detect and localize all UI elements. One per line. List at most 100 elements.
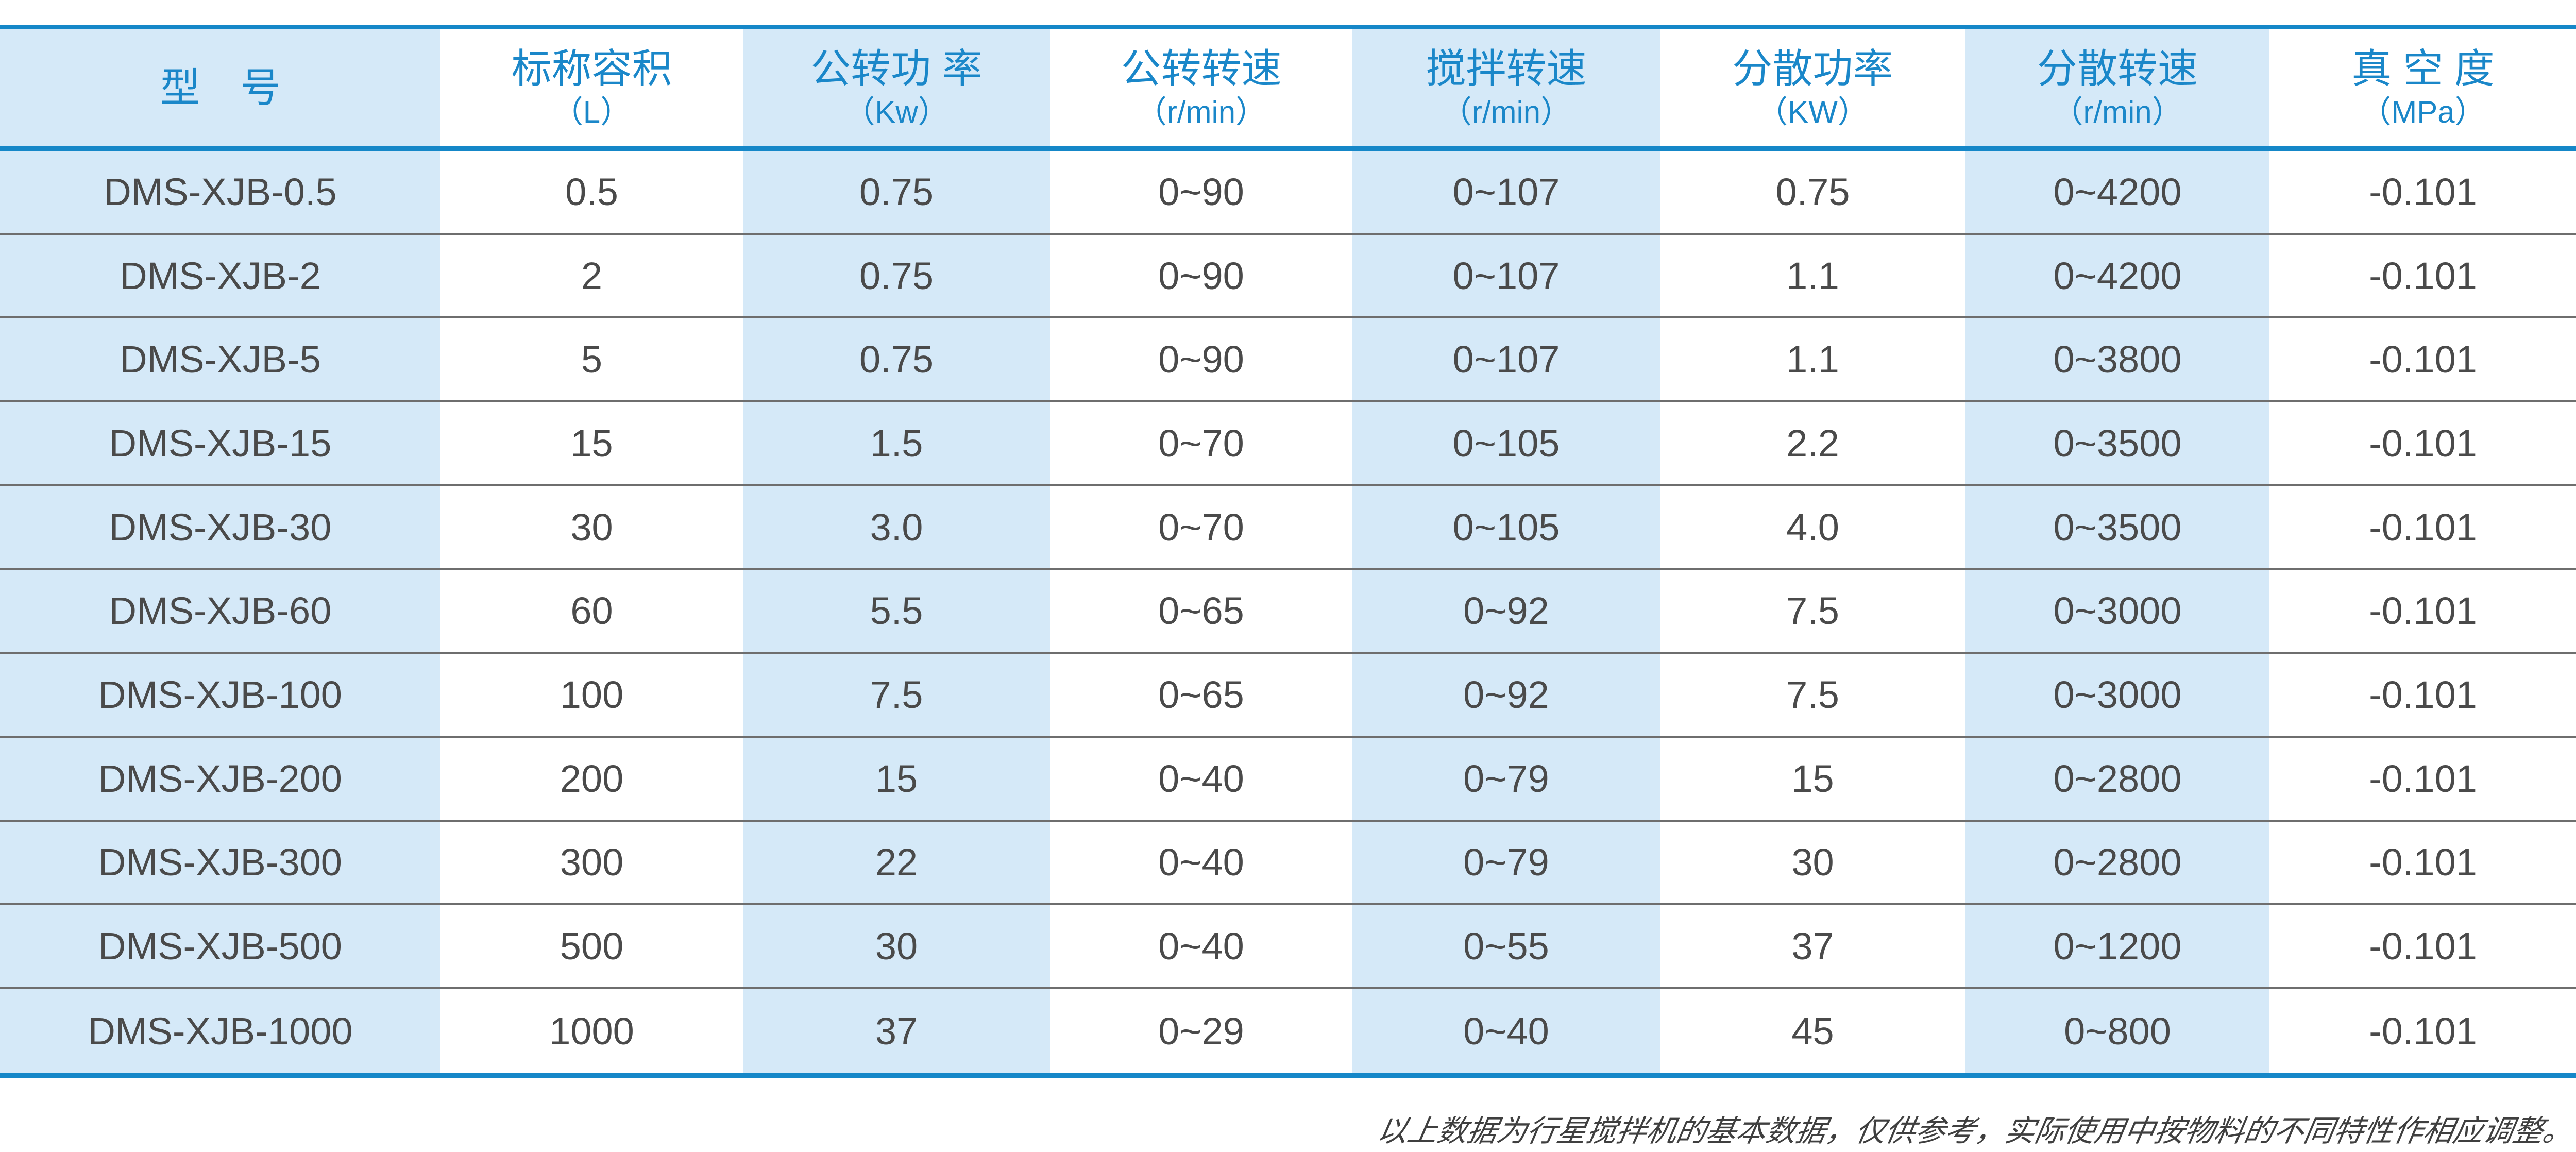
- header-unit: （KW）: [1757, 95, 1869, 130]
- header-unit: （r/min）: [1440, 95, 1572, 130]
- cell-capacity: 0.5: [440, 151, 743, 235]
- cell-disp-speed: 0~2800: [1965, 737, 2269, 822]
- table-top-border: [0, 25, 2576, 29]
- header-title: 标称容积: [511, 45, 672, 91]
- cell-rev-power: 5.5: [743, 570, 1050, 654]
- cell-model: DMS-XJB-30: [0, 486, 440, 570]
- cell-rev-speed: 0~90: [1050, 151, 1352, 235]
- header-title: 公转功 率: [810, 45, 982, 91]
- cell-disp-speed: 0~3000: [1965, 654, 2269, 738]
- cell-model: DMS-XJB-500: [0, 905, 440, 989]
- cell-stir-speed: 0~107: [1352, 151, 1660, 235]
- cell-disp-power: 7.5: [1660, 654, 1965, 738]
- cell-disp-speed: 0~3800: [1965, 318, 2269, 403]
- cell-rev-power: 0.75: [743, 234, 1050, 319]
- cell-vacuum: -0.101: [2269, 234, 2576, 319]
- cell-capacity: 5: [440, 318, 743, 403]
- cell-rev-power: 37: [743, 989, 1050, 1073]
- cell-stir-speed: 0~105: [1352, 486, 1660, 570]
- cell-rev-power: 7.5: [743, 654, 1050, 738]
- header-unit: （r/min）: [1136, 95, 1267, 130]
- cell-capacity: 60: [440, 570, 743, 654]
- cell-disp-speed: 0~800: [1965, 989, 2269, 1073]
- cell-capacity: 300: [440, 821, 743, 906]
- cell-stir-speed: 0~92: [1352, 654, 1660, 738]
- cell-model: DMS-XJB-60: [0, 570, 440, 654]
- cell-model: DMS-XJB-0.5: [0, 151, 440, 235]
- cell-disp-power: 7.5: [1660, 570, 1965, 654]
- cell-disp-power: 2.2: [1660, 402, 1965, 486]
- cell-stir-speed: 0~107: [1352, 234, 1660, 319]
- cell-model: DMS-XJB-5: [0, 318, 440, 403]
- header-cell-rev-speed: 公转转速 （r/min）: [1050, 29, 1352, 146]
- cell-vacuum: -0.101: [2269, 905, 2576, 989]
- cell-disp-speed: 0~2800: [1965, 821, 2269, 906]
- cell-disp-power: 15: [1660, 737, 1965, 822]
- spec-table: 型 号 标称容积 （L） 公转功 率 （Kw） 公转转速 （r/min） 搅拌转速 （r…: [0, 25, 2576, 1078]
- cell-rev-speed: 0~90: [1050, 234, 1352, 319]
- cell-rev-power: 3.0: [743, 486, 1050, 570]
- cell-rev-speed: 0~29: [1050, 989, 1352, 1073]
- footer-note-text: 以上数据为行星搅拌机的基本数据，仅供参考，实际使用中按物料的不同特性作相应调整。: [1375, 1114, 2576, 1148]
- header-title: 真 空 度: [2351, 45, 2495, 91]
- header-unit: （Kw）: [844, 95, 949, 130]
- cell-vacuum: -0.101: [2269, 654, 2576, 738]
- cell-rev-speed: 0~40: [1050, 821, 1352, 906]
- cell-rev-speed: 0~40: [1050, 905, 1352, 989]
- cell-rev-speed: 0~70: [1050, 402, 1352, 486]
- cell-model: DMS-XJB-200: [0, 737, 440, 822]
- cell-model: DMS-XJB-1000: [0, 989, 440, 1073]
- cell-rev-power: 0.75: [743, 151, 1050, 235]
- cell-stir-speed: 0~79: [1352, 821, 1660, 906]
- header-title: 分散功率: [1732, 45, 1893, 91]
- cell-rev-power: 22: [743, 821, 1050, 906]
- cell-disp-power: 37: [1660, 905, 1965, 989]
- cell-rev-power: 0.75: [743, 318, 1050, 403]
- cell-capacity: 30: [440, 486, 743, 570]
- table-bottom-border: [0, 1073, 2576, 1078]
- header-bottom-border: [0, 146, 2576, 151]
- cell-disp-power: 30: [1660, 821, 1965, 906]
- cell-rev-power: 1.5: [743, 402, 1050, 486]
- cell-capacity: 500: [440, 905, 743, 989]
- header-cell-stir-speed: 搅拌转速 （r/min）: [1352, 29, 1660, 146]
- cell-capacity: 200: [440, 737, 743, 822]
- cell-capacity: 2: [440, 234, 743, 319]
- cell-vacuum: -0.101: [2269, 151, 2576, 235]
- cell-disp-speed: 0~1200: [1965, 905, 2269, 989]
- cell-capacity: 15: [440, 402, 743, 486]
- cell-vacuum: -0.101: [2269, 989, 2576, 1073]
- cell-capacity: 100: [440, 654, 743, 738]
- cell-model: DMS-XJB-15: [0, 402, 440, 486]
- cell-disp-power: 4.0: [1660, 486, 1965, 570]
- spec-table-grid: 型 号 标称容积 （L） 公转功 率 （Kw） 公转转速 （r/min） 搅拌转速 （r…: [0, 25, 2576, 1078]
- cell-rev-speed: 0~65: [1050, 654, 1352, 738]
- cell-vacuum: -0.101: [2269, 402, 2576, 486]
- header-title: 型 号: [160, 64, 281, 110]
- cell-vacuum: -0.101: [2269, 737, 2576, 822]
- cell-model: DMS-XJB-2: [0, 234, 440, 319]
- header-unit: （MPa）: [2360, 95, 2486, 130]
- header-cell-vacuum: 真 空 度 （MPa）: [2269, 29, 2576, 146]
- cell-rev-speed: 0~90: [1050, 318, 1352, 403]
- cell-disp-speed: 0~3500: [1965, 402, 2269, 486]
- cell-model: DMS-XJB-300: [0, 821, 440, 906]
- header-cell-disp-power: 分散功率 （KW）: [1660, 29, 1965, 146]
- footer-note: 以上数据为行星搅拌机的基本数据，仅供参考，实际使用中按物料的不同特性作相应调整。: [0, 1107, 2576, 1150]
- cell-vacuum: -0.101: [2269, 486, 2576, 570]
- header-unit: （L）: [552, 95, 632, 130]
- header-title: 公转转速: [1121, 45, 1282, 91]
- cell-rev-speed: 0~70: [1050, 486, 1352, 570]
- cell-stir-speed: 0~105: [1352, 402, 1660, 486]
- header-unit: （r/min）: [2052, 95, 2183, 130]
- header-title: 搅拌转速: [1426, 45, 1587, 91]
- header-title: 分散转速: [2037, 45, 2198, 91]
- cell-stir-speed: 0~79: [1352, 737, 1660, 822]
- cell-disp-speed: 0~4200: [1965, 234, 2269, 319]
- cell-vacuum: -0.101: [2269, 570, 2576, 654]
- cell-rev-power: 15: [743, 737, 1050, 822]
- cell-stir-speed: 0~55: [1352, 905, 1660, 989]
- cell-stir-speed: 0~40: [1352, 989, 1660, 1073]
- cell-disp-power: 0.75: [1660, 151, 1965, 235]
